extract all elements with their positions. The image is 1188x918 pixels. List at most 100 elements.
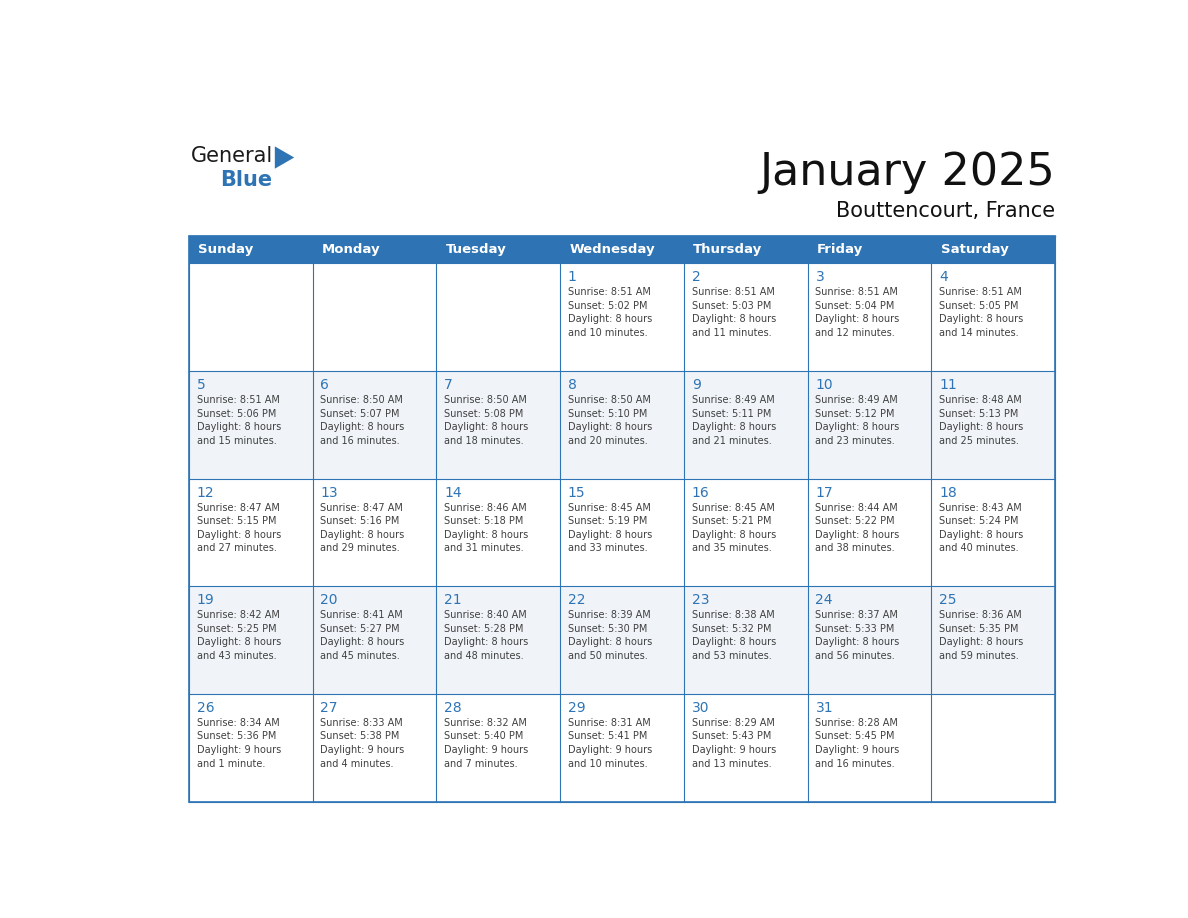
Text: Sunrise: 8:29 AM
Sunset: 5:43 PM
Daylight: 9 hours
and 13 minutes.: Sunrise: 8:29 AM Sunset: 5:43 PM Dayligh… — [691, 718, 776, 768]
Bar — [684, 236, 808, 263]
Bar — [189, 371, 312, 478]
Bar — [312, 478, 436, 587]
Text: Sunrise: 8:48 AM
Sunset: 5:13 PM
Daylight: 8 hours
and 25 minutes.: Sunrise: 8:48 AM Sunset: 5:13 PM Dayligh… — [940, 395, 1024, 446]
Text: 26: 26 — [196, 701, 214, 715]
Bar — [189, 236, 312, 263]
Bar — [312, 371, 436, 478]
Text: 30: 30 — [691, 701, 709, 715]
Text: Thursday: Thursday — [694, 243, 763, 256]
Text: 9: 9 — [691, 378, 701, 392]
Text: Sunrise: 8:44 AM
Sunset: 5:22 PM
Daylight: 8 hours
and 38 minutes.: Sunrise: 8:44 AM Sunset: 5:22 PM Dayligh… — [815, 502, 899, 554]
Text: 29: 29 — [568, 701, 586, 715]
Text: Sunrise: 8:49 AM
Sunset: 5:12 PM
Daylight: 8 hours
and 23 minutes.: Sunrise: 8:49 AM Sunset: 5:12 PM Dayligh… — [815, 395, 899, 446]
Text: 19: 19 — [196, 593, 214, 608]
Text: 7: 7 — [444, 378, 453, 392]
Text: 14: 14 — [444, 486, 462, 499]
Bar — [931, 478, 1055, 587]
Polygon shape — [274, 146, 295, 169]
Text: Sunrise: 8:51 AM
Sunset: 5:04 PM
Daylight: 8 hours
and 12 minutes.: Sunrise: 8:51 AM Sunset: 5:04 PM Dayligh… — [815, 287, 899, 338]
Text: 25: 25 — [940, 593, 956, 608]
Bar — [189, 263, 312, 371]
Text: Sunrise: 8:50 AM
Sunset: 5:07 PM
Daylight: 8 hours
and 16 minutes.: Sunrise: 8:50 AM Sunset: 5:07 PM Dayligh… — [321, 395, 405, 446]
Bar — [684, 694, 808, 801]
Text: 11: 11 — [940, 378, 958, 392]
Text: Sunrise: 8:37 AM
Sunset: 5:33 PM
Daylight: 8 hours
and 56 minutes.: Sunrise: 8:37 AM Sunset: 5:33 PM Dayligh… — [815, 610, 899, 661]
Bar — [189, 478, 312, 587]
Bar — [684, 478, 808, 587]
Bar — [808, 371, 931, 478]
Text: Sunrise: 8:42 AM
Sunset: 5:25 PM
Daylight: 8 hours
and 43 minutes.: Sunrise: 8:42 AM Sunset: 5:25 PM Dayligh… — [196, 610, 280, 661]
Text: 22: 22 — [568, 593, 586, 608]
Bar — [560, 478, 684, 587]
Bar — [560, 263, 684, 371]
Text: Sunrise: 8:50 AM
Sunset: 5:10 PM
Daylight: 8 hours
and 20 minutes.: Sunrise: 8:50 AM Sunset: 5:10 PM Dayligh… — [568, 395, 652, 446]
Bar — [808, 236, 931, 263]
Bar — [931, 371, 1055, 478]
Bar — [312, 236, 436, 263]
Text: 23: 23 — [691, 593, 709, 608]
Bar — [560, 236, 684, 263]
Bar — [684, 371, 808, 478]
Bar — [808, 587, 931, 694]
Text: Sunrise: 8:49 AM
Sunset: 5:11 PM
Daylight: 8 hours
and 21 minutes.: Sunrise: 8:49 AM Sunset: 5:11 PM Dayligh… — [691, 395, 776, 446]
Text: Sunrise: 8:47 AM
Sunset: 5:16 PM
Daylight: 8 hours
and 29 minutes.: Sunrise: 8:47 AM Sunset: 5:16 PM Dayligh… — [321, 502, 405, 554]
Text: 3: 3 — [815, 270, 824, 285]
Bar — [436, 371, 560, 478]
Bar — [808, 263, 931, 371]
Bar — [808, 694, 931, 801]
Text: 17: 17 — [815, 486, 833, 499]
Text: 28: 28 — [444, 701, 462, 715]
Bar — [931, 263, 1055, 371]
Bar — [312, 263, 436, 371]
Text: 1: 1 — [568, 270, 576, 285]
Text: Sunrise: 8:45 AM
Sunset: 5:19 PM
Daylight: 8 hours
and 33 minutes.: Sunrise: 8:45 AM Sunset: 5:19 PM Dayligh… — [568, 502, 652, 554]
Bar — [312, 587, 436, 694]
Text: Sunrise: 8:28 AM
Sunset: 5:45 PM
Daylight: 9 hours
and 16 minutes.: Sunrise: 8:28 AM Sunset: 5:45 PM Dayligh… — [815, 718, 899, 768]
Text: Sunrise: 8:45 AM
Sunset: 5:21 PM
Daylight: 8 hours
and 35 minutes.: Sunrise: 8:45 AM Sunset: 5:21 PM Dayligh… — [691, 502, 776, 554]
Text: Sunrise: 8:31 AM
Sunset: 5:41 PM
Daylight: 9 hours
and 10 minutes.: Sunrise: 8:31 AM Sunset: 5:41 PM Dayligh… — [568, 718, 652, 768]
Bar — [436, 263, 560, 371]
Bar — [560, 371, 684, 478]
Text: Sunrise: 8:50 AM
Sunset: 5:08 PM
Daylight: 8 hours
and 18 minutes.: Sunrise: 8:50 AM Sunset: 5:08 PM Dayligh… — [444, 395, 529, 446]
Text: Sunrise: 8:43 AM
Sunset: 5:24 PM
Daylight: 8 hours
and 40 minutes.: Sunrise: 8:43 AM Sunset: 5:24 PM Dayligh… — [940, 502, 1024, 554]
Text: Saturday: Saturday — [941, 243, 1009, 256]
Text: Sunrise: 8:33 AM
Sunset: 5:38 PM
Daylight: 9 hours
and 4 minutes.: Sunrise: 8:33 AM Sunset: 5:38 PM Dayligh… — [321, 718, 405, 768]
Text: 18: 18 — [940, 486, 958, 499]
Text: 16: 16 — [691, 486, 709, 499]
Text: Sunrise: 8:38 AM
Sunset: 5:32 PM
Daylight: 8 hours
and 53 minutes.: Sunrise: 8:38 AM Sunset: 5:32 PM Dayligh… — [691, 610, 776, 661]
Text: Sunrise: 8:51 AM
Sunset: 5:02 PM
Daylight: 8 hours
and 10 minutes.: Sunrise: 8:51 AM Sunset: 5:02 PM Dayligh… — [568, 287, 652, 338]
Text: 6: 6 — [321, 378, 329, 392]
Text: General: General — [191, 146, 273, 165]
Text: 10: 10 — [815, 378, 833, 392]
Text: Friday: Friday — [817, 243, 864, 256]
Text: 12: 12 — [196, 486, 214, 499]
Bar — [189, 694, 312, 801]
Bar — [684, 587, 808, 694]
Bar — [931, 694, 1055, 801]
Text: Sunrise: 8:36 AM
Sunset: 5:35 PM
Daylight: 8 hours
and 59 minutes.: Sunrise: 8:36 AM Sunset: 5:35 PM Dayligh… — [940, 610, 1024, 661]
Text: 24: 24 — [815, 593, 833, 608]
Bar — [684, 263, 808, 371]
Text: Sunrise: 8:51 AM
Sunset: 5:03 PM
Daylight: 8 hours
and 11 minutes.: Sunrise: 8:51 AM Sunset: 5:03 PM Dayligh… — [691, 287, 776, 338]
Text: Tuesday: Tuesday — [446, 243, 506, 256]
Bar — [560, 694, 684, 801]
Text: 21: 21 — [444, 593, 462, 608]
Text: 15: 15 — [568, 486, 586, 499]
Text: Sunrise: 8:51 AM
Sunset: 5:05 PM
Daylight: 8 hours
and 14 minutes.: Sunrise: 8:51 AM Sunset: 5:05 PM Dayligh… — [940, 287, 1024, 338]
Bar — [931, 236, 1055, 263]
Bar — [931, 587, 1055, 694]
Text: 27: 27 — [321, 701, 337, 715]
Text: Sunrise: 8:47 AM
Sunset: 5:15 PM
Daylight: 8 hours
and 27 minutes.: Sunrise: 8:47 AM Sunset: 5:15 PM Dayligh… — [196, 502, 280, 554]
Text: Blue: Blue — [221, 170, 273, 190]
Bar — [312, 694, 436, 801]
Text: Wednesday: Wednesday — [569, 243, 655, 256]
Text: Sunday: Sunday — [198, 243, 253, 256]
Text: Sunrise: 8:39 AM
Sunset: 5:30 PM
Daylight: 8 hours
and 50 minutes.: Sunrise: 8:39 AM Sunset: 5:30 PM Dayligh… — [568, 610, 652, 661]
Text: 13: 13 — [321, 486, 337, 499]
Text: Bouttencourt, France: Bouttencourt, France — [836, 201, 1055, 221]
Bar — [436, 478, 560, 587]
Bar — [436, 694, 560, 801]
Text: 2: 2 — [691, 270, 701, 285]
Bar — [808, 478, 931, 587]
Text: 5: 5 — [196, 378, 206, 392]
